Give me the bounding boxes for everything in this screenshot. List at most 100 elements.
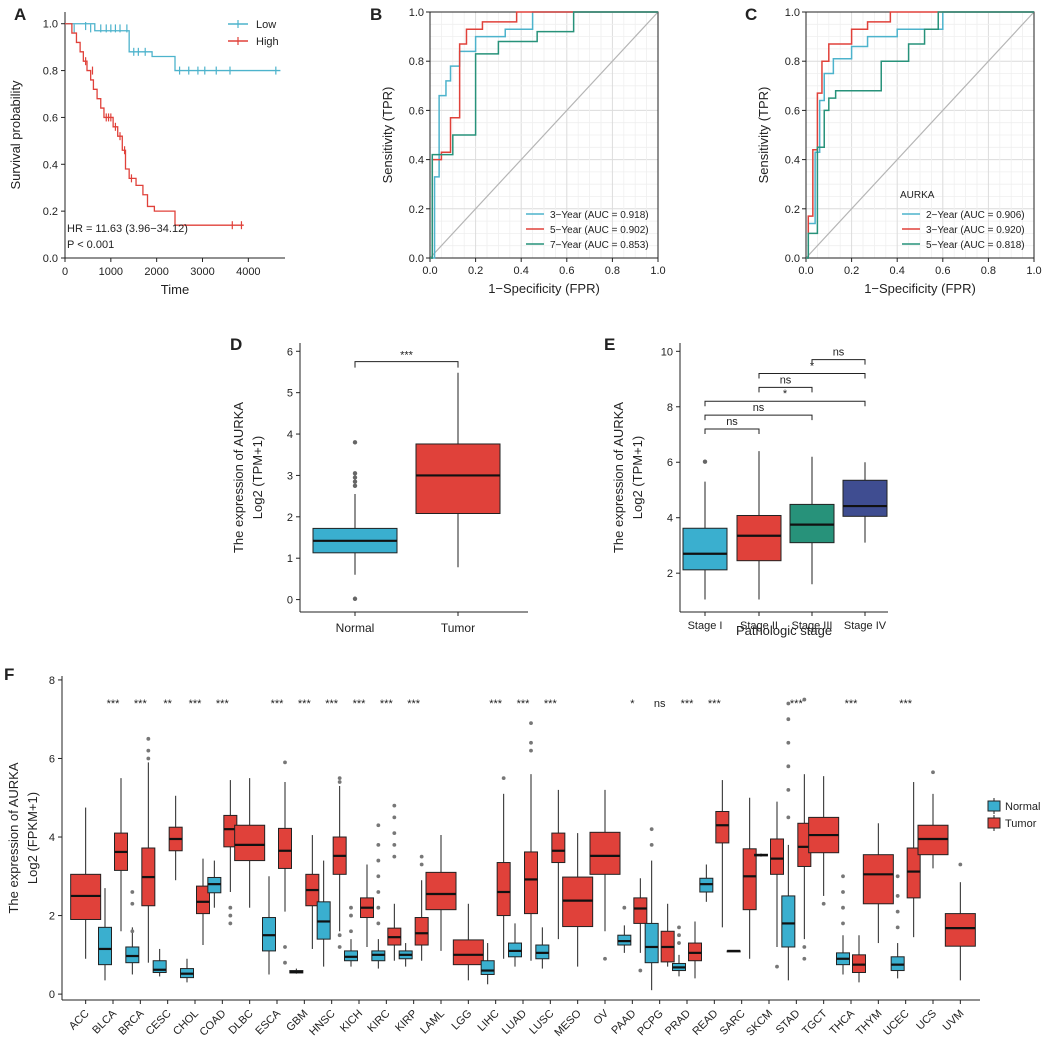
y-axis-subtitle: Log2 (FPKM+1) <box>25 792 40 884</box>
outlier <box>802 945 807 949</box>
roc-curve <box>806 11 1034 259</box>
outlier <box>786 717 791 722</box>
y-axis-subtitle: Log2 (TPM+1) <box>250 436 265 519</box>
outlier <box>349 913 353 918</box>
significance-label: * <box>630 698 635 710</box>
significance-label: *** <box>400 350 414 362</box>
legend-label: 2−Year (AUC = 0.906) <box>926 210 1025 221</box>
panel-label-c: C <box>745 5 757 24</box>
x-tick-label: ACC <box>67 1008 92 1033</box>
x-axis-title: Time <box>161 282 189 297</box>
y-tick-label: 1.0 <box>43 19 58 31</box>
y-tick-label: 0.6 <box>785 105 800 117</box>
outlier <box>895 874 900 879</box>
y-tick-label: 0.2 <box>409 204 424 216</box>
significance-label: ns <box>833 347 845 359</box>
outlier <box>283 960 287 965</box>
outlier <box>786 815 791 820</box>
y-tick-label: 0 <box>287 595 293 607</box>
y-tick-label: 0.4 <box>409 155 424 167</box>
box-tumor <box>944 913 976 947</box>
survival-curve-low <box>65 23 281 72</box>
y-tick-label: 4 <box>287 429 293 441</box>
legend-title: AURKA <box>900 190 935 201</box>
x-tick-label: Normal <box>336 621 375 635</box>
legend-label: 5−Year (AUC = 0.902) <box>550 225 649 236</box>
panel-f-boxplot: F 0 2 4 6 8 The expression of AURKA Log2 (FPKM+… <box>4 665 1040 1039</box>
x-tick-label: BLCA <box>90 1007 119 1036</box>
panel-a-km-plot: A 0 1000 2000 3000 4000 0.0 0.2 0.4 0.6 0.8 1.0 Time… <box>8 5 285 297</box>
outlier <box>349 905 353 910</box>
y-tick-label: 0.8 <box>43 66 58 78</box>
outlier <box>352 475 358 480</box>
p-annotation: P < 0.001 <box>67 239 114 251</box>
box-tumor <box>562 876 594 928</box>
x-axis-title: 1−Specificity (FPR) <box>864 281 976 296</box>
hr-annotation: HR = 11.63 (3.96−34.12) <box>67 223 188 235</box>
outlier <box>376 842 381 847</box>
panel-e-boxplot: E 2 4 6 8 10 The expression of AURKA Log2 (TPM+… <box>604 335 888 638</box>
outlier <box>228 913 233 918</box>
panel-label-b: B <box>370 5 382 24</box>
outlier <box>786 764 791 769</box>
x-tick-label: 0.0 <box>422 265 437 277</box>
x-tick-label: SARC <box>718 1008 748 1038</box>
panel-c-roc: C 0.00.0 0.2 0.2 0.4 0.4 0.6 0.6 0.8 0.8 1.0 1.0 1−S… <box>745 5 1042 296</box>
x-tick-label: 0.2 <box>468 265 483 277</box>
y-tick-label: 0.0 <box>43 253 58 265</box>
outlier <box>352 596 358 601</box>
x-tick-label: KICH <box>338 1008 365 1035</box>
y-tick-label: 0.4 <box>785 155 800 167</box>
y-tick-label: 1.0 <box>409 7 424 19</box>
x-tick-label: Stage IV <box>844 620 887 632</box>
legend-label: High <box>256 36 279 48</box>
outlier <box>895 909 900 914</box>
outlier <box>786 701 791 706</box>
box-normal <box>480 960 495 975</box>
box-tumor <box>196 885 210 915</box>
outlier <box>392 803 397 808</box>
x-tick-label: READ <box>690 1008 720 1038</box>
box-tumor <box>862 854 894 905</box>
significance-label: *** <box>845 698 859 710</box>
x-tick-label: LIHC <box>476 1008 502 1034</box>
significance-label: ns <box>726 416 738 428</box>
y-axis-title: The expression of AURKA <box>611 402 626 553</box>
significance-label: *** <box>790 698 804 710</box>
y-tick-label: 3 <box>287 470 293 482</box>
box-tumor <box>452 939 484 966</box>
box-tumor <box>414 917 429 946</box>
x-tick-label: 2000 <box>144 266 168 278</box>
outlier <box>786 740 791 745</box>
x-axis-title: Pathologic stage <box>736 623 832 638</box>
significance-bracket <box>758 386 813 393</box>
significance-label: *** <box>517 698 531 710</box>
box-tumor <box>906 847 921 899</box>
y-axis-title: Sensitivity (TPR) <box>756 87 771 184</box>
x-tick-label: Stage II <box>740 620 778 632</box>
box-stage <box>682 527 728 571</box>
y-tick-label: 0.8 <box>785 56 800 68</box>
box-tumor <box>425 871 457 911</box>
box-tumor <box>415 443 501 515</box>
significance-label: * <box>810 361 815 373</box>
y-tick-label: 2 <box>287 512 293 524</box>
box-tumor <box>715 810 730 844</box>
significance-label: *** <box>681 698 695 710</box>
x-tick-label: 1000 <box>99 266 123 278</box>
significance-bracket <box>704 414 813 421</box>
outlier <box>622 905 627 910</box>
outlier <box>775 964 779 969</box>
outlier <box>392 831 397 835</box>
significance-label: *** <box>899 698 913 710</box>
outlier <box>677 925 681 930</box>
panel-label-a: A <box>14 5 26 24</box>
y-tick-label: 10 <box>661 346 673 358</box>
outlier <box>841 905 845 910</box>
outlier <box>931 770 935 775</box>
outlier <box>130 929 135 934</box>
y-axis-title: Sensitivity (TPR) <box>380 87 395 184</box>
outlier <box>419 854 424 859</box>
outlier <box>228 905 233 910</box>
significance-bracket <box>704 428 760 434</box>
